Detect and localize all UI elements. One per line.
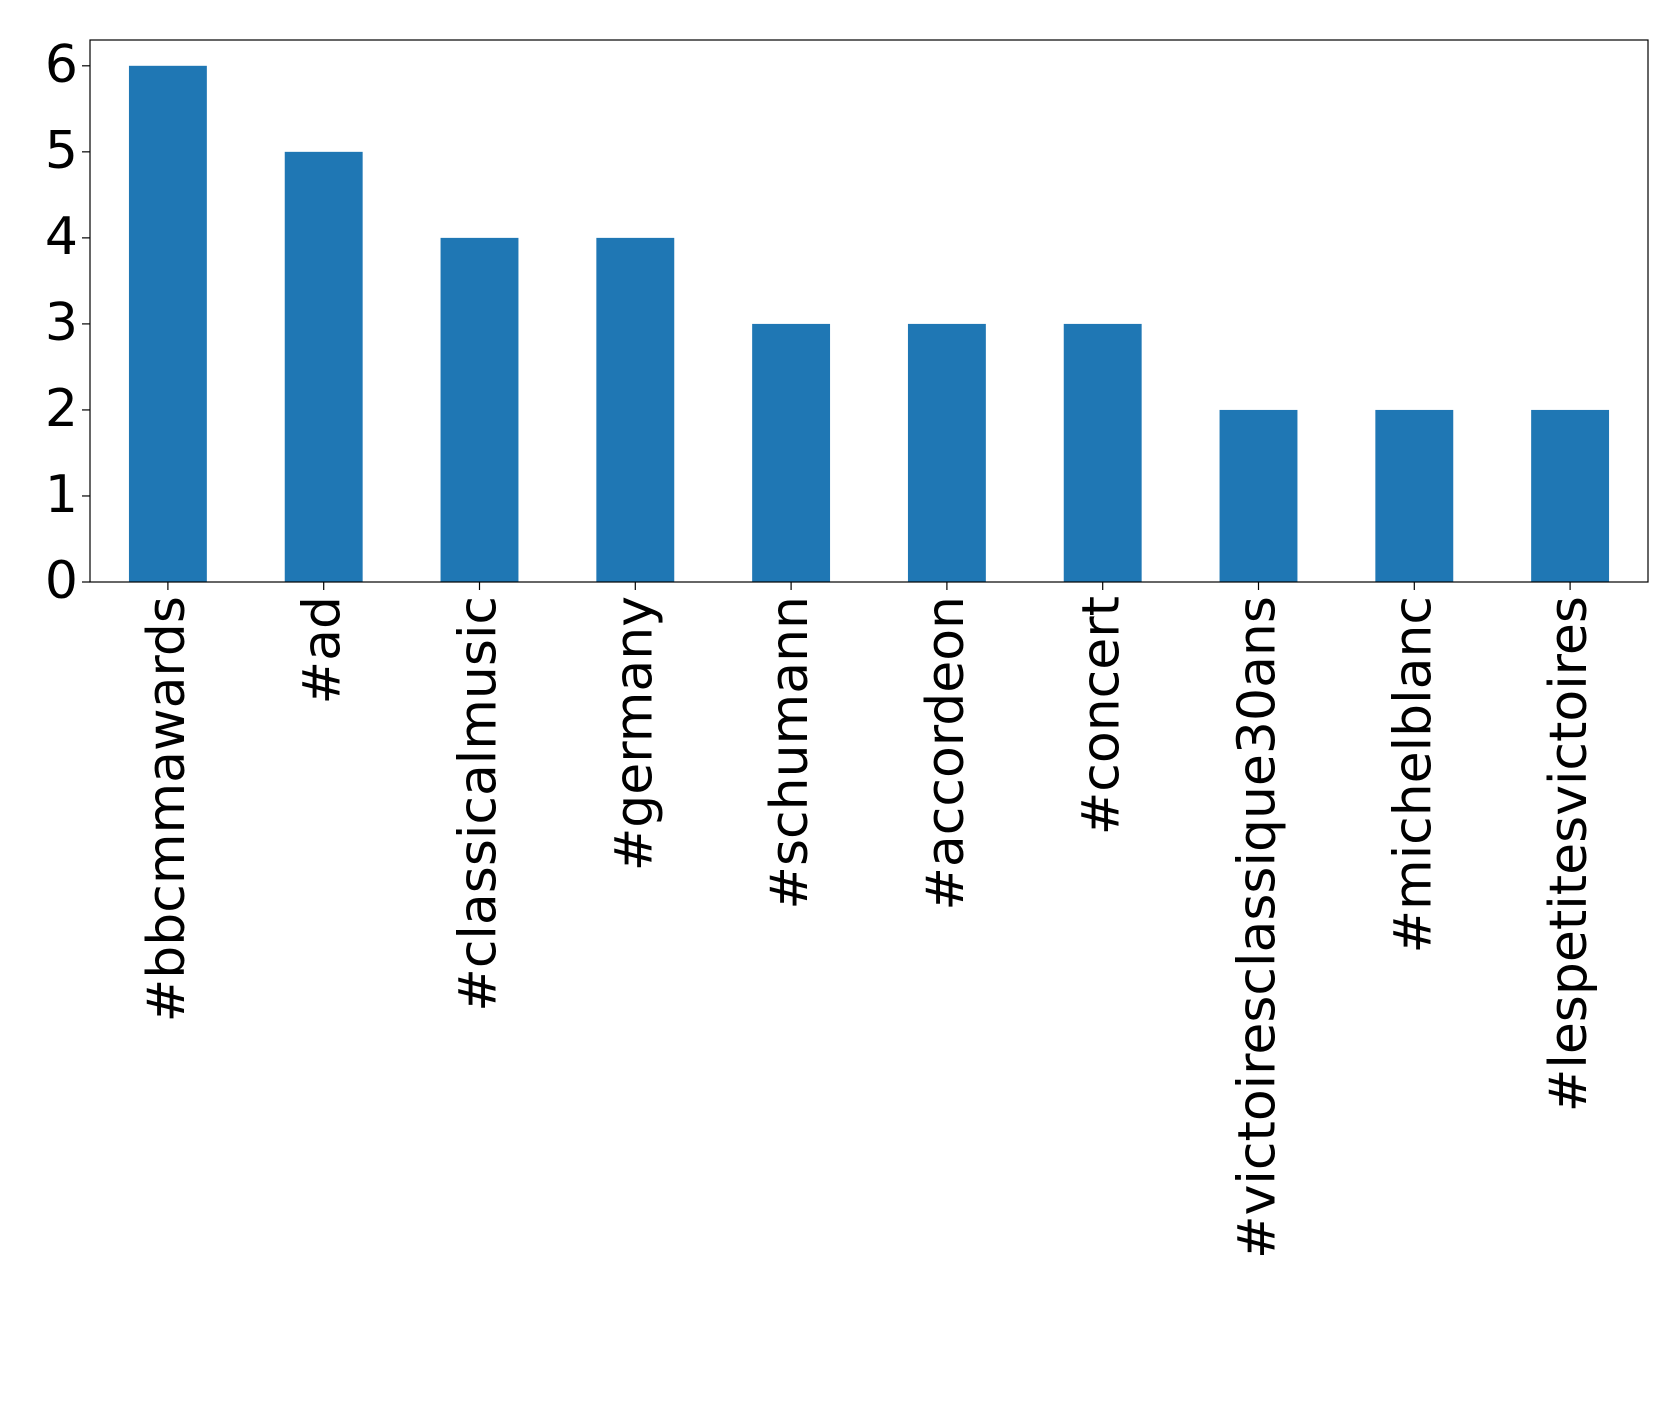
x-tick-label: #victoiresclassique30ans [1228,596,1288,1259]
x-tick-label: #accordeon [916,596,976,911]
x-tick-label: #bbcmmawards [137,596,197,1022]
y-tick-label: 5 [45,121,78,181]
bar [1531,409,1610,582]
y-tick-label: 4 [45,207,78,267]
bar [1063,323,1142,582]
x-tick-label: #concert [1072,596,1132,835]
bar [284,151,363,583]
bar [752,323,831,582]
bar [1375,409,1454,582]
plot-frame [89,39,1649,583]
bar [440,237,519,582]
y-tick-label: 1 [45,465,78,525]
y-tick-label: 0 [45,551,78,611]
y-tick-label: 6 [45,35,78,95]
bar [1219,409,1298,582]
bar [128,65,207,583]
x-tick-label: #classicalmusic [449,596,509,1012]
bar [907,323,986,582]
x-tick-label: #germany [604,596,664,871]
x-tick-label: #michelblanc [1383,596,1443,954]
y-tick-label: 3 [45,293,78,353]
bar [596,237,675,582]
x-tick-label: #lespetitesvictoires [1539,596,1599,1112]
y-tick-label: 2 [45,379,78,439]
x-tick-label: #schumann [760,596,820,910]
x-tick-label: #ad [293,596,353,704]
